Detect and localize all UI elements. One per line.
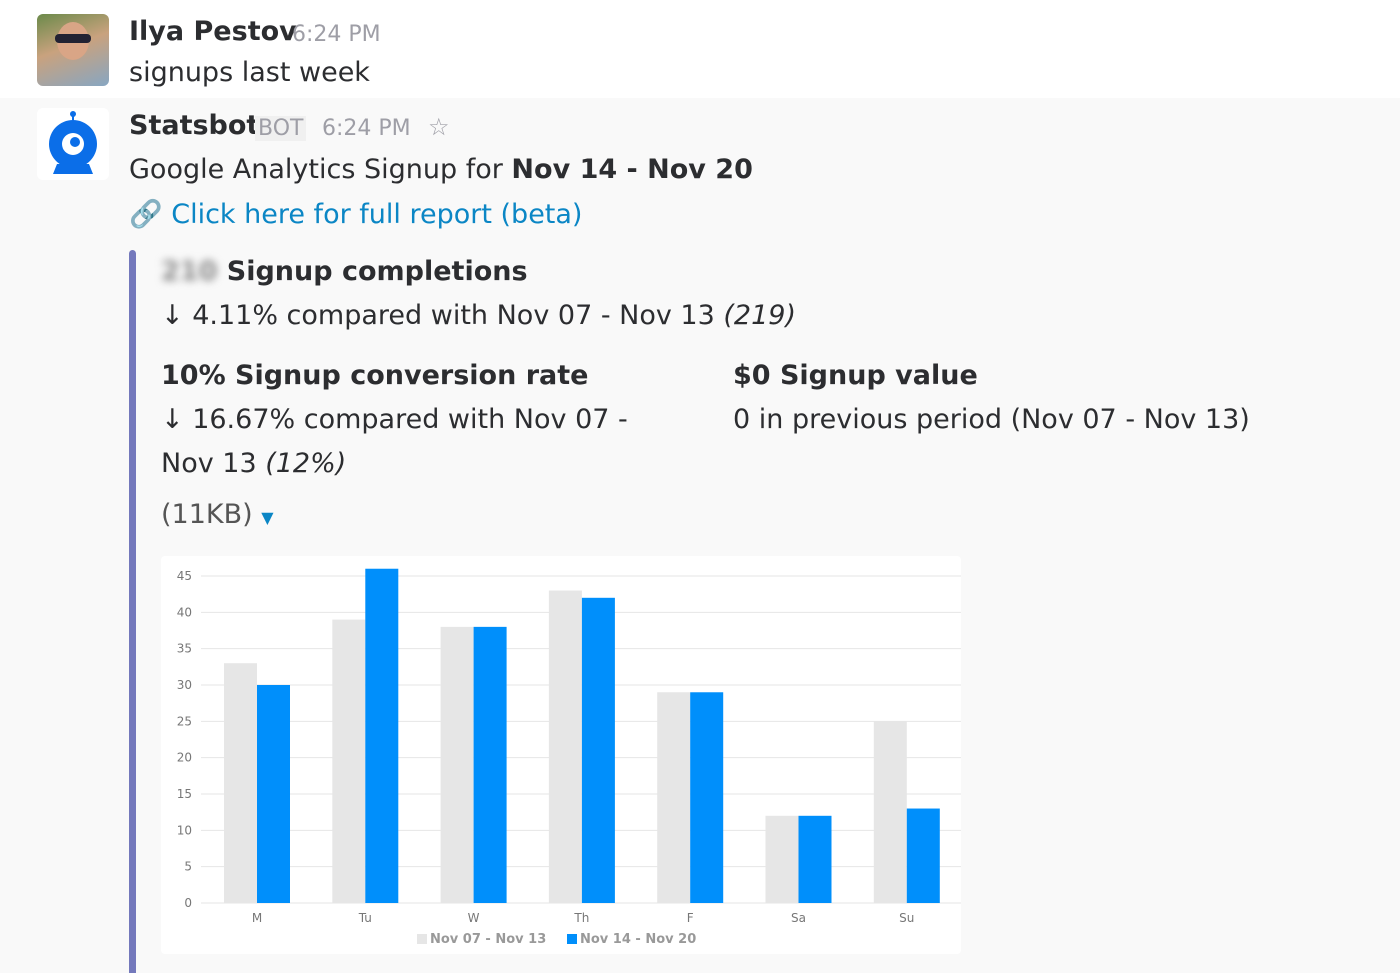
prev-value: (219) xyxy=(723,300,796,331)
blurred-value: 210 xyxy=(161,256,218,287)
legend-swatch xyxy=(567,934,577,944)
legend-label: Nov 14 - Nov 20 xyxy=(580,932,696,947)
bar-previous xyxy=(765,815,799,903)
bar-previous xyxy=(224,663,257,903)
timestamp[interactable]: 6:24 PM xyxy=(292,22,381,47)
period: Nov 14 - Nov 20 xyxy=(511,154,753,185)
x-tick-label: F xyxy=(687,911,694,925)
chart-card: 0 5 10 15 20 25 30 35 40 45 M Tu W Th F Sa Su Nov 07 - No… xyxy=(161,556,961,954)
report-link-row: 🔗 Click here for full report (beta) xyxy=(129,198,582,230)
legend-swatch xyxy=(417,934,427,944)
attachment-toggle[interactable]: (11KB) ▼ xyxy=(161,499,274,530)
y-tick-label: 20 xyxy=(177,751,192,765)
y-tick-label: 5 xyxy=(184,860,192,874)
bar-current xyxy=(365,568,399,903)
bar-chart: 0 5 10 15 20 25 30 35 40 45 M Tu W Th F Sa Su Nov 07 - No… xyxy=(177,568,961,947)
file-size: (11KB) xyxy=(161,499,253,530)
y-tick-label: 10 xyxy=(177,823,192,837)
value-change: 0 in previous period (Nov 07 - Nov 13) xyxy=(733,404,1250,435)
conversion-change-line2: Nov 13 (12%) xyxy=(161,448,346,479)
y-tick-label: 0 xyxy=(184,896,192,910)
x-tick-label: Th xyxy=(573,911,589,925)
bar-previous xyxy=(548,590,582,903)
completions-heading: 210 Signup completions xyxy=(161,256,528,287)
user-message: Ilya Pestov 6:24 PM signups last week xyxy=(0,0,1400,98)
bar-current xyxy=(690,692,724,903)
prev-value: (12%) xyxy=(265,448,347,479)
report-title: Google Analytics Signup for Nov 14 - Nov… xyxy=(129,154,753,185)
y-tick-label: 45 xyxy=(177,569,192,583)
star-icon[interactable]: ☆ xyxy=(428,113,450,141)
bar-previous xyxy=(332,619,366,903)
y-tick-label: 35 xyxy=(177,642,192,656)
x-tick-label: Tu xyxy=(358,911,372,925)
bar-current xyxy=(798,815,832,903)
completions-label: Signup completions xyxy=(226,256,528,287)
bot-badge: BOT xyxy=(255,116,307,141)
x-tick-label: Su xyxy=(899,911,914,925)
y-tick-label: 30 xyxy=(177,678,192,692)
y-tick-label: 15 xyxy=(177,787,192,801)
author-name[interactable]: Ilya Pestov xyxy=(129,16,297,47)
x-tick-label: Sa xyxy=(791,911,806,925)
x-tick-label: M xyxy=(252,911,262,925)
bar-current xyxy=(257,685,290,903)
conversion-heading: 10% Signup conversion rate xyxy=(161,360,589,391)
bar-previous xyxy=(873,721,907,903)
completions-change: ↓ 4.11% compared with Nov 07 - Nov 13 (2… xyxy=(161,300,796,331)
bar-current xyxy=(473,626,507,903)
change-text: Nov 13 xyxy=(161,448,266,479)
bot-name[interactable]: Statsbot xyxy=(129,110,260,141)
bot-avatar[interactable] xyxy=(37,108,109,180)
caret-down-icon[interactable]: ▼ xyxy=(261,508,274,527)
x-tick-label: W xyxy=(468,911,480,925)
intro-text: Google Analytics Signup for xyxy=(129,154,512,185)
full-report-link[interactable]: Click here for full report (beta) xyxy=(171,199,583,230)
user-avatar[interactable] xyxy=(37,14,109,86)
y-tick-label: 25 xyxy=(177,714,192,728)
y-tick-label: 40 xyxy=(177,605,192,619)
value-heading: $0 Signup value xyxy=(733,360,978,391)
attachment-accent-bar xyxy=(129,250,136,973)
conversion-change-line1: ↓ 16.67% compared with Nov 07 - xyxy=(161,404,628,435)
legend-label: Nov 07 - Nov 13 xyxy=(430,932,546,947)
change-text: ↓ 4.11% compared with Nov 07 - Nov 13 xyxy=(161,300,724,331)
bar-current xyxy=(581,597,615,903)
link-icon: 🔗 xyxy=(129,199,163,230)
timestamp[interactable]: 6:24 PM xyxy=(322,116,411,141)
bar-previous xyxy=(440,626,474,903)
bar-current xyxy=(906,808,940,903)
bar-previous xyxy=(657,692,691,903)
message-text: signups last week xyxy=(129,57,370,88)
